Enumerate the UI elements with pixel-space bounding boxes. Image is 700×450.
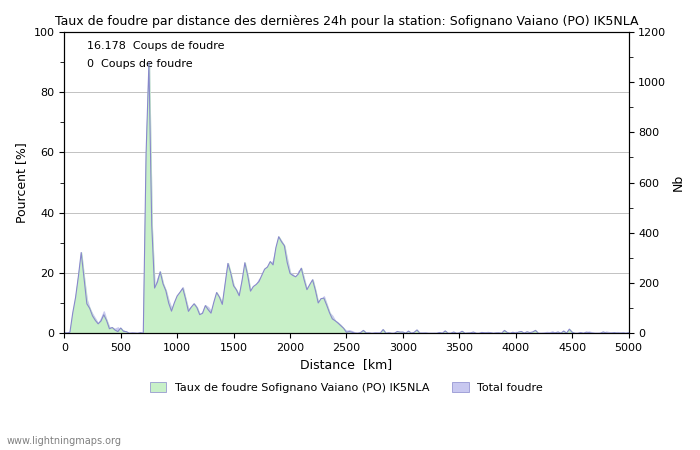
- Y-axis label: Pourcent [%]: Pourcent [%]: [15, 142, 28, 223]
- Text: 16.178  Coups de foudre: 16.178 Coups de foudre: [87, 41, 225, 51]
- Y-axis label: Nb: Nb: [672, 174, 685, 191]
- Text: www.lightningmaps.org: www.lightningmaps.org: [7, 436, 122, 446]
- Text: 0  Coups de foudre: 0 Coups de foudre: [87, 59, 192, 69]
- Legend: Taux de foudre Sofignano Vaiano (PO) IK5NLA, Total foudre: Taux de foudre Sofignano Vaiano (PO) IK5…: [145, 378, 547, 398]
- X-axis label: Distance  [km]: Distance [km]: [300, 359, 393, 372]
- Title: Taux de foudre par distance des dernières 24h pour la station: Sofignano Vaiano : Taux de foudre par distance des dernière…: [55, 15, 638, 28]
